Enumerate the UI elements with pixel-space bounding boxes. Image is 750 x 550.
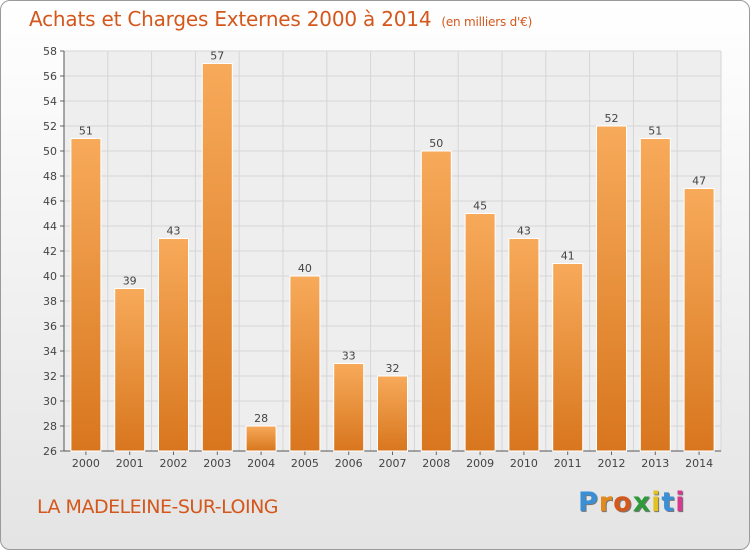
x-tick-label: 2011 (554, 457, 582, 470)
x-tick-label: 2009 (466, 457, 494, 470)
data-label: 51 (648, 125, 662, 138)
x-tick-label: 2014 (685, 457, 713, 470)
y-tick-label: 32 (43, 370, 57, 383)
x-tick-label: 2007 (379, 457, 407, 470)
data-label: 33 (342, 350, 356, 363)
x-tick-label: 2010 (510, 457, 538, 470)
bar (683, 188, 715, 452)
x-tick-label: 2006 (335, 457, 363, 470)
title-text: Achats et Charges Externes 2000 à 2014 (29, 7, 432, 31)
data-label: 57 (210, 50, 224, 63)
logo-letter: o (613, 487, 633, 518)
y-tick-label: 40 (43, 270, 57, 283)
data-label: 40 (298, 262, 312, 275)
bar (289, 275, 321, 452)
x-tick-label: 2004 (247, 457, 275, 470)
logo-letter: i (675, 487, 686, 518)
bar (639, 138, 671, 452)
data-label: 43 (167, 225, 181, 238)
x-tick-label: 2000 (72, 457, 100, 470)
y-tick-label: 44 (43, 220, 57, 233)
bar (158, 238, 189, 452)
x-tick-label: 2008 (422, 457, 450, 470)
data-label: 47 (692, 175, 706, 188)
data-label: 43 (517, 225, 531, 238)
bar (464, 213, 496, 452)
logo-letter: r (598, 487, 614, 518)
y-tick-label: 30 (43, 395, 57, 408)
bar (508, 238, 540, 452)
y-tick-label: 56 (43, 70, 57, 83)
place-name: LA MADELEINE-SUR-LOING (37, 496, 279, 518)
bar (420, 150, 452, 452)
bar (70, 138, 102, 452)
x-tick-label: 2005 (291, 457, 319, 470)
bars (70, 63, 715, 452)
y-tick-label: 36 (43, 320, 57, 333)
bar (377, 375, 408, 452)
bar (114, 288, 146, 452)
bar (333, 363, 365, 452)
data-label: 39 (123, 275, 137, 288)
bar (245, 425, 277, 452)
logo-letter: t (661, 487, 676, 518)
logo-letter: i (651, 487, 662, 518)
x-tick-label: 2002 (160, 457, 188, 470)
bar (596, 125, 627, 452)
y-tick-label: 50 (43, 145, 57, 158)
y-tick-label: 48 (43, 170, 57, 183)
bar (552, 263, 584, 452)
logo-letter: P (578, 487, 599, 518)
x-tick-label: 2013 (641, 457, 669, 470)
y-tick-label: 54 (43, 95, 57, 108)
data-label: 50 (429, 137, 443, 150)
data-label: 32 (386, 362, 400, 375)
data-labels: 51 39 43 57 28 40 33 32 50 45 43 41 52 51 47 (79, 50, 706, 426)
y-tick-label: 38 (43, 295, 57, 308)
data-label: 41 (561, 250, 575, 263)
y-tick-label: 28 (43, 420, 57, 433)
data-label: 51 (79, 125, 93, 138)
logo-letter: x (632, 487, 652, 518)
x-tick-label: 2012 (598, 457, 626, 470)
data-label: 45 (473, 200, 487, 213)
data-label: 28 (254, 412, 268, 425)
proxiti-logo: Proxiti (578, 487, 686, 518)
bar (201, 63, 233, 452)
y-tick-label: 26 (43, 445, 57, 458)
y-tick-label: 46 (43, 195, 57, 208)
chart-title: Achats et Charges Externes 2000 à 2014 (e… (29, 7, 532, 31)
data-label: 52 (605, 112, 619, 125)
y-tick-label: 52 (43, 120, 57, 133)
chart-subtitle: (en milliers d'€) (441, 15, 533, 29)
y-tick-label: 58 (43, 45, 57, 58)
x-tick-label: 2003 (203, 457, 231, 470)
x-tick-label: 2001 (116, 457, 144, 470)
y-tick-label: 34 (43, 345, 57, 358)
y-tick-label: 42 (43, 245, 57, 258)
